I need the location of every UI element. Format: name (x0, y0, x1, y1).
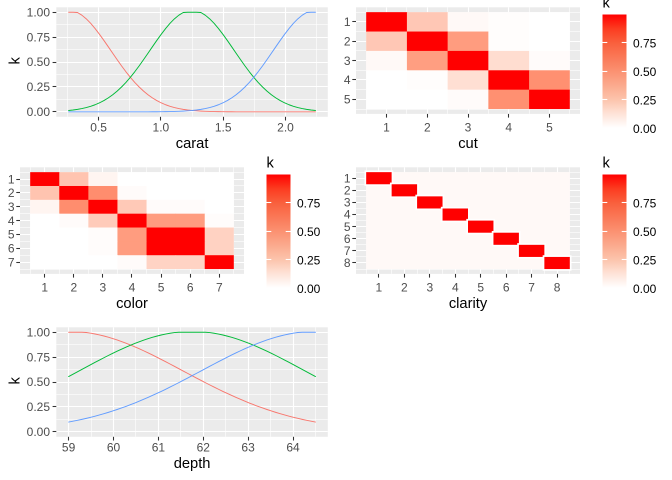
svg-text:0.00: 0.00 (633, 282, 657, 296)
svg-text:0.00: 0.00 (27, 425, 51, 439)
svg-text:1: 1 (41, 280, 48, 294)
svg-text:63: 63 (241, 440, 255, 454)
svg-text:2.0: 2.0 (277, 120, 294, 134)
svg-text:cut: cut (458, 136, 478, 152)
svg-text:2: 2 (344, 184, 351, 198)
svg-text:3: 3 (8, 200, 15, 214)
svg-text:7: 7 (216, 280, 223, 294)
svg-text:k: k (267, 156, 275, 172)
svg-text:6: 6 (8, 242, 15, 256)
svg-text:7: 7 (344, 244, 351, 258)
svg-text:depth: depth (174, 456, 211, 472)
svg-text:k: k (8, 376, 24, 384)
svg-text:0.25: 0.25 (27, 80, 51, 94)
svg-text:k: k (8, 56, 24, 64)
svg-text:0.50: 0.50 (297, 225, 321, 239)
svg-text:2: 2 (424, 120, 431, 134)
svg-text:4: 4 (505, 120, 512, 134)
svg-text:5: 5 (8, 228, 15, 242)
svg-text:3: 3 (426, 280, 433, 294)
svg-text:4: 4 (452, 280, 459, 294)
svg-text:0.25: 0.25 (27, 400, 51, 414)
svg-text:2: 2 (344, 34, 351, 48)
svg-text:1: 1 (8, 172, 15, 186)
svg-text:5: 5 (344, 93, 351, 107)
svg-text:6: 6 (344, 232, 351, 246)
svg-text:1.0: 1.0 (153, 120, 170, 134)
svg-text:0.00: 0.00 (633, 122, 657, 136)
svg-text:0.50: 0.50 (633, 65, 657, 79)
svg-text:carat: carat (176, 136, 209, 152)
svg-text:6: 6 (503, 280, 510, 294)
svg-text:1: 1 (344, 15, 351, 29)
svg-text:2: 2 (8, 186, 15, 200)
svg-text:0.25: 0.25 (633, 93, 657, 107)
svg-text:0.75: 0.75 (27, 350, 51, 364)
svg-text:0.50: 0.50 (27, 55, 51, 69)
svg-text:0.50: 0.50 (633, 225, 657, 239)
svg-text:1: 1 (344, 171, 351, 185)
svg-text:0.75: 0.75 (27, 30, 51, 44)
svg-text:60: 60 (107, 440, 121, 454)
svg-text:4: 4 (344, 73, 351, 87)
svg-text:k: k (603, 156, 611, 172)
svg-text:color: color (116, 296, 148, 312)
svg-text:4: 4 (8, 214, 15, 228)
svg-text:3: 3 (465, 120, 472, 134)
svg-text:1: 1 (376, 280, 383, 294)
svg-text:k: k (603, 0, 611, 12)
svg-text:5: 5 (477, 280, 484, 294)
svg-text:8: 8 (344, 256, 351, 270)
svg-text:0.25: 0.25 (297, 253, 321, 267)
svg-text:0.50: 0.50 (27, 375, 51, 389)
svg-text:8: 8 (554, 280, 561, 294)
svg-text:5: 5 (344, 220, 351, 234)
svg-text:clarity: clarity (449, 296, 488, 312)
svg-text:59: 59 (62, 440, 76, 454)
svg-text:1.5: 1.5 (215, 120, 232, 134)
svg-text:2: 2 (401, 280, 408, 294)
svg-text:4: 4 (129, 280, 136, 294)
svg-text:62: 62 (197, 440, 211, 454)
svg-text:61: 61 (152, 440, 166, 454)
svg-text:7: 7 (528, 280, 535, 294)
svg-text:64: 64 (286, 440, 300, 454)
svg-text:7: 7 (8, 255, 15, 269)
svg-text:1.00: 1.00 (27, 6, 51, 20)
svg-text:6: 6 (187, 280, 194, 294)
svg-text:5: 5 (158, 280, 165, 294)
svg-text:1.00: 1.00 (27, 326, 51, 340)
svg-text:3: 3 (344, 196, 351, 210)
svg-text:5: 5 (546, 120, 553, 134)
svg-text:1: 1 (383, 120, 390, 134)
svg-text:0.5: 0.5 (90, 120, 107, 134)
svg-text:0.25: 0.25 (633, 253, 657, 267)
svg-text:3: 3 (344, 54, 351, 68)
svg-text:2: 2 (70, 280, 77, 294)
svg-text:3: 3 (100, 280, 107, 294)
svg-text:0.00: 0.00 (27, 105, 51, 119)
svg-text:0.75: 0.75 (297, 197, 321, 211)
svg-text:4: 4 (344, 208, 351, 222)
svg-text:0.75: 0.75 (633, 37, 657, 51)
svg-text:0.75: 0.75 (633, 197, 657, 211)
svg-text:0.00: 0.00 (297, 282, 321, 296)
